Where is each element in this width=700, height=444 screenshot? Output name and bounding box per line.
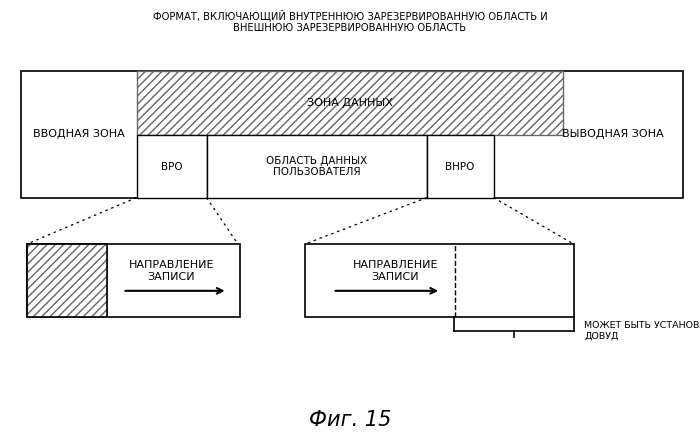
Bar [206,135,427,198]
Bar [21,71,682,198]
Text: Фиг. 15: Фиг. 15 [309,409,391,430]
Bar [136,71,564,135]
Text: ВНРО: ВНРО [445,162,475,171]
Text: ОБЛАСТЬ ДАННЫХ
ПОЛЬЗОВАТЕЛЯ: ОБЛАСТЬ ДАННЫХ ПОЛЬЗОВАТЕЛЯ [266,156,367,177]
Text: ВВОДНАЯ ЗОНА: ВВОДНАЯ ЗОНА [33,129,125,139]
Text: НАПРАВЛЕНИЕ
ЗАПИСИ: НАПРАВЛЕНИЕ ЗАПИСИ [353,260,438,281]
Bar [427,135,494,198]
Bar [27,244,240,317]
Bar [304,244,574,317]
Text: НАПРАВЛЕНИЕ
ЗАПИСИ: НАПРАВЛЕНИЕ ЗАПИСИ [129,260,214,281]
Bar [136,135,206,198]
Bar [27,244,107,317]
Bar [27,244,107,317]
Text: ВРО: ВРО [161,162,182,171]
Text: ВЫВОДНАЯ ЗОНА: ВЫВОДНАЯ ЗОНА [562,129,664,139]
Text: ФОРМАТ, ВКЛЮЧАЮЩИЙ ВНУТРЕННЮЮ ЗАРЕЗЕРВИРОВАННУЮ ОБЛАСТЬ И: ФОРМАТ, ВКЛЮЧАЮЩИЙ ВНУТРЕННЮЮ ЗАРЕЗЕРВИР… [153,10,547,21]
Text: ВНЕШНЮЮ ЗАРЕЗЕРВИРОВАННУЮ ОБЛАСТЬ: ВНЕШНЮЮ ЗАРЕЗЕРВИРОВАННУЮ ОБЛАСТЬ [233,23,467,32]
Text: ЗОНА ДАННЫХ: ЗОНА ДАННЫХ [307,98,393,108]
Text: МОЖЕТ БЫТЬ УСТАНОВЛЕНА
ДОВУД: МОЖЕТ БЫТЬ УСТАНОВЛЕНА ДОВУД [584,321,700,341]
